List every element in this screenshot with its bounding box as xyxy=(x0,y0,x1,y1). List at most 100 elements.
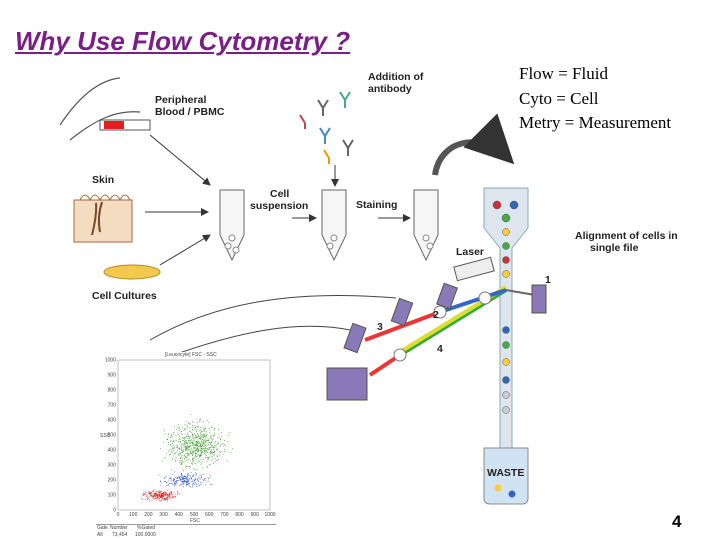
scatter-dot xyxy=(230,452,232,453)
scatter-dot xyxy=(197,444,198,446)
scatter-dot xyxy=(183,450,184,452)
scatter-dot xyxy=(169,454,170,456)
scatter-dot xyxy=(202,431,204,432)
scatter-dot xyxy=(193,480,195,482)
scatter-dot xyxy=(178,447,180,449)
scatter-dot xyxy=(196,436,198,438)
scatter-dot xyxy=(187,426,188,428)
scatter-dot xyxy=(181,445,182,447)
scatter-dot xyxy=(192,475,193,477)
scatter-dot xyxy=(210,435,212,437)
scatter-dot xyxy=(172,495,174,497)
scatter-dot xyxy=(174,453,176,455)
scatter-dot xyxy=(192,480,193,482)
scatter-dot xyxy=(183,447,185,448)
scatter-dot xyxy=(161,494,163,496)
table-cell: %Gated xyxy=(137,525,155,531)
scatter-dot xyxy=(181,426,183,428)
scatter-dot xyxy=(220,443,222,445)
scatter-dot xyxy=(205,484,206,486)
scatter-dot xyxy=(156,493,157,495)
scatter-dot xyxy=(179,461,180,463)
scatter-dot xyxy=(211,446,213,448)
scatter-dot xyxy=(203,436,205,438)
scatter-dot xyxy=(197,436,198,438)
scatter-dot xyxy=(191,434,193,435)
scatter-dot xyxy=(165,476,167,477)
scatter-dot xyxy=(154,494,156,495)
scatter-dot xyxy=(200,448,202,450)
scatter-dot xyxy=(192,484,194,486)
scatter-dot xyxy=(188,478,190,480)
scatter-dot xyxy=(192,461,193,463)
scatter-dot xyxy=(188,436,189,437)
scatter-dot xyxy=(186,449,188,451)
scatter-dot xyxy=(165,499,166,501)
scatter-dot xyxy=(197,441,198,443)
scatter-dot xyxy=(171,451,172,453)
scatter-dot xyxy=(167,444,169,446)
scatter-dot xyxy=(206,461,208,463)
scatter-dot xyxy=(212,462,214,464)
scatter-dot xyxy=(196,483,198,485)
scatter-dot xyxy=(199,475,201,477)
scatter-dot xyxy=(153,495,154,497)
scatter-dot xyxy=(202,479,204,480)
syringe xyxy=(99,119,151,131)
scatter-dot xyxy=(216,443,218,445)
scatter-dot xyxy=(211,438,212,440)
scatter-dot xyxy=(201,452,203,454)
scatter-dot xyxy=(184,478,186,479)
scatter-dot xyxy=(165,493,166,495)
label: Peripheral Blood / PBMC xyxy=(155,94,225,118)
scatter-dot xyxy=(193,439,195,441)
scatter-dot xyxy=(196,426,198,427)
scatter-dot xyxy=(174,425,175,427)
scatter-dot xyxy=(149,491,151,493)
scatter-dot xyxy=(196,484,198,486)
scatter-dot xyxy=(196,444,197,445)
scatter-dot xyxy=(197,443,199,445)
scatter-dot xyxy=(163,499,164,501)
scatter-dot xyxy=(198,460,200,461)
scatter-dot xyxy=(189,453,191,455)
scatter-dot xyxy=(173,441,174,443)
scatter-dot xyxy=(208,449,209,450)
scatter-dot xyxy=(191,445,193,446)
scatter-dot xyxy=(191,427,193,428)
scatter-dot xyxy=(213,435,214,437)
scatter-dot xyxy=(175,477,176,478)
scatter-dot xyxy=(208,464,210,466)
scatter-dot xyxy=(211,427,212,429)
scatter-dot xyxy=(154,493,155,494)
scatter-dot xyxy=(191,463,192,464)
scatter-dot xyxy=(161,495,163,497)
scatter-dot xyxy=(171,483,172,484)
inset-y-tick: 0 xyxy=(113,508,116,514)
scatter-dot xyxy=(147,499,148,500)
scatter-dot xyxy=(160,496,161,497)
scatter-dot xyxy=(202,451,204,452)
scatter-dot xyxy=(157,494,159,495)
scatter-dot xyxy=(150,496,152,498)
scatter-dot xyxy=(197,447,198,449)
scatter-dot xyxy=(193,425,195,426)
scatter-dot xyxy=(170,449,172,451)
table-cell: 100.0000 xyxy=(135,532,156,538)
scatter-dot xyxy=(203,428,205,430)
scatter-dot xyxy=(214,428,215,430)
scatter-dot xyxy=(178,453,179,455)
scatter-dot xyxy=(203,421,204,423)
scatter-dot xyxy=(170,491,172,492)
scatter-dot xyxy=(156,494,158,496)
scatter-dot xyxy=(200,444,202,445)
scatter-dot xyxy=(199,419,201,421)
scatter-dot xyxy=(169,483,170,485)
scatter-dot xyxy=(186,448,188,449)
scatter-dot xyxy=(203,440,205,441)
inset-x-tick: 700 xyxy=(220,512,229,518)
scatter-dot xyxy=(198,461,200,463)
scatter-dot xyxy=(199,427,201,428)
scatter-dot xyxy=(173,445,175,446)
label: Skin xyxy=(92,174,114,186)
